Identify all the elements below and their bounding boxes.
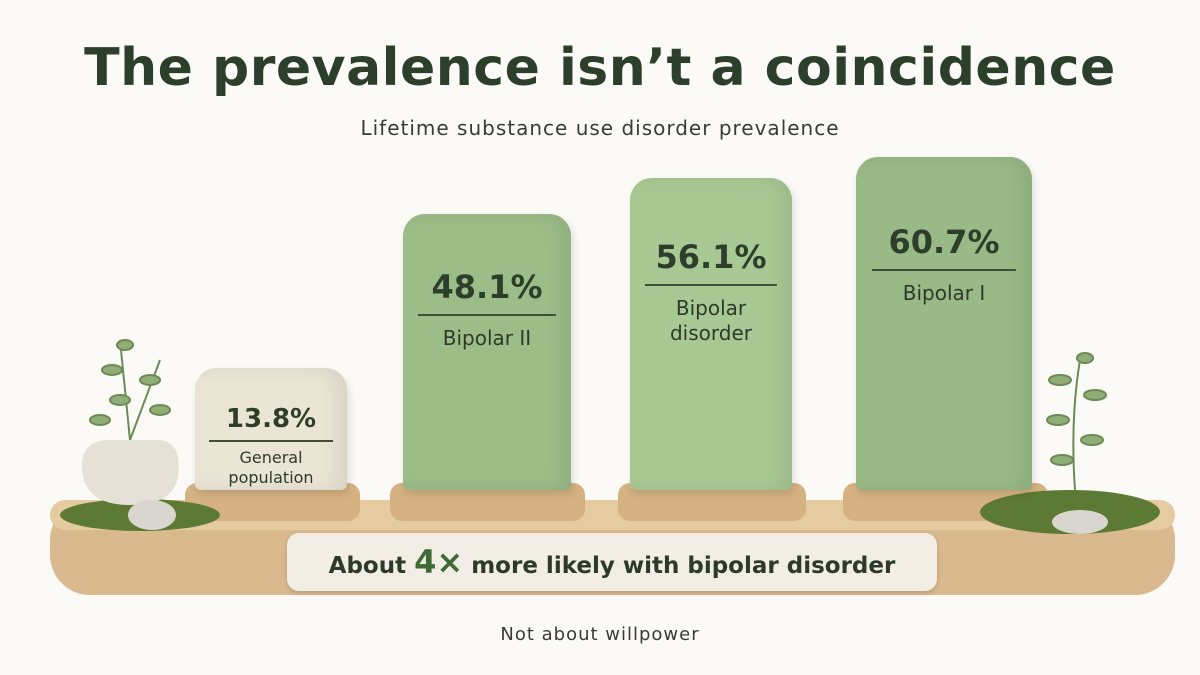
stone xyxy=(1052,510,1108,534)
value-label: 56.1% xyxy=(644,238,778,286)
pedestal xyxy=(390,483,585,521)
plant xyxy=(89,339,171,441)
category-label: General population xyxy=(228,447,314,487)
pedestal xyxy=(185,483,360,521)
bar: 13.8% General population xyxy=(195,367,347,490)
stone xyxy=(128,500,176,530)
chart-title: The prevalence isn’t a coincidence xyxy=(84,38,1116,98)
chart-subtitle: Lifetime substance use disorder prevalen… xyxy=(360,116,840,140)
footer: Not about willpower xyxy=(500,624,700,645)
annotation-suffix: more likely with bipolar disorder xyxy=(471,553,896,579)
bar: 48.1% Bipolar II xyxy=(403,213,571,490)
annotation: About 4× more likely with bipolar disord… xyxy=(287,533,937,591)
bar: 60.7% Bipolar I xyxy=(856,156,1032,490)
category-label: Bipolar disorder xyxy=(669,295,752,345)
annotation-prefix: About xyxy=(328,553,407,579)
value-label: 60.7% xyxy=(871,223,1017,271)
value-label: 48.1% xyxy=(418,268,556,316)
value-label: 13.8% xyxy=(208,404,334,442)
annotation-emphasis: 4× xyxy=(414,543,464,581)
category-label: Bipolar I xyxy=(902,280,986,305)
plant xyxy=(1046,352,1107,491)
pedestal xyxy=(618,483,806,521)
bar: 56.1% Bipolar disorder xyxy=(630,177,792,490)
pot xyxy=(81,440,179,505)
category-label: Bipolar II xyxy=(442,325,532,350)
